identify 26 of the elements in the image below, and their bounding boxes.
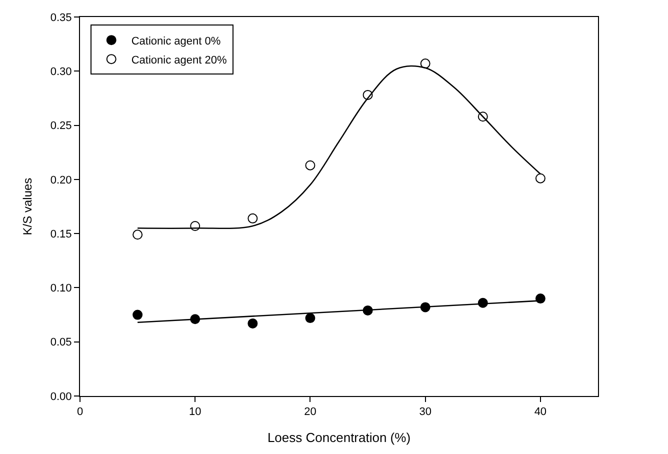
point xyxy=(535,294,546,304)
x-tick-label: 40 xyxy=(534,406,547,418)
x-tick-label: 10 xyxy=(188,406,202,418)
x-tick-label: 0 xyxy=(76,406,84,418)
y-tick-label: 0.10 xyxy=(50,282,72,295)
point xyxy=(248,213,258,224)
point xyxy=(132,310,143,320)
y-axis-title: K/S values xyxy=(20,178,35,236)
y-tick-label: 0.05 xyxy=(50,336,72,349)
point xyxy=(305,160,316,170)
y-tick-label: 0.35 xyxy=(50,12,72,24)
legend-label: Cationic agent 0% xyxy=(131,35,221,48)
point xyxy=(132,230,143,240)
point xyxy=(248,318,258,328)
point xyxy=(305,313,316,324)
x-tick-label: 20 xyxy=(304,406,316,418)
y-tick-label: 0.00 xyxy=(50,390,72,403)
point xyxy=(535,173,546,184)
y-tick-label: 0.30 xyxy=(50,66,72,78)
point xyxy=(420,58,430,69)
x-axis-title: Loess Concentration (%) xyxy=(267,430,411,445)
x-tick-label: 30 xyxy=(419,406,432,418)
y-tick-label: 0.15 xyxy=(50,228,72,240)
legend-label: Cationic agent 20% xyxy=(131,54,227,66)
y-tick-label: 0.25 xyxy=(50,120,72,132)
y-tick-label: 0.20 xyxy=(50,174,72,186)
